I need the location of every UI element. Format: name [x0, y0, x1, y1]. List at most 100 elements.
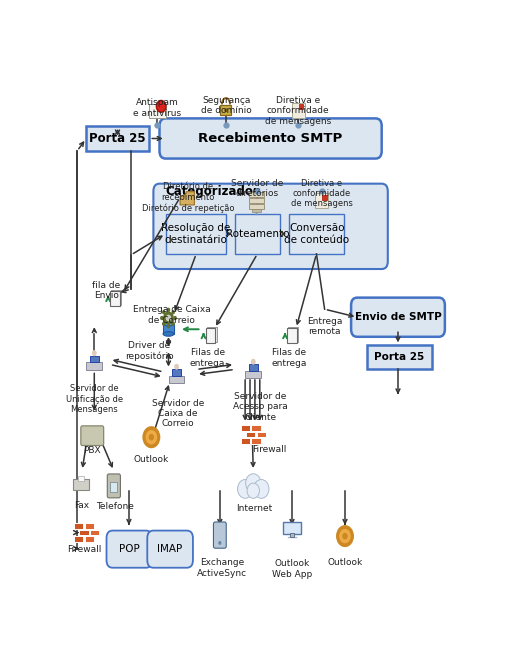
- Circle shape: [156, 100, 166, 112]
- FancyBboxPatch shape: [81, 426, 104, 445]
- FancyBboxPatch shape: [169, 376, 185, 383]
- FancyBboxPatch shape: [154, 184, 388, 269]
- FancyBboxPatch shape: [149, 104, 166, 117]
- FancyBboxPatch shape: [240, 438, 250, 444]
- Text: Outlook: Outlook: [327, 557, 362, 567]
- FancyBboxPatch shape: [172, 369, 181, 376]
- Text: Categorizador: Categorizador: [166, 185, 259, 198]
- FancyBboxPatch shape: [249, 198, 264, 203]
- Circle shape: [238, 479, 253, 498]
- Circle shape: [162, 310, 166, 314]
- FancyBboxPatch shape: [287, 328, 297, 343]
- FancyBboxPatch shape: [251, 438, 260, 444]
- FancyBboxPatch shape: [289, 214, 344, 254]
- Text: Entrega
remota: Entrega remota: [307, 317, 342, 336]
- FancyBboxPatch shape: [235, 214, 280, 254]
- FancyBboxPatch shape: [207, 327, 217, 342]
- Circle shape: [251, 359, 256, 364]
- FancyBboxPatch shape: [110, 482, 117, 492]
- Text: Roteamento: Roteamento: [226, 229, 289, 239]
- Text: Recebimento SMTP: Recebimento SMTP: [198, 132, 343, 145]
- Text: Driver de
repositório: Driver de repositório: [125, 341, 174, 361]
- Text: Antispam
e antivírus: Antispam e antivírus: [134, 98, 181, 118]
- FancyBboxPatch shape: [90, 529, 99, 535]
- Text: Porta 25: Porta 25: [374, 352, 424, 363]
- FancyBboxPatch shape: [220, 105, 231, 115]
- FancyBboxPatch shape: [251, 209, 261, 213]
- FancyBboxPatch shape: [249, 364, 258, 371]
- Text: IMAP: IMAP: [157, 544, 183, 554]
- Text: Diretiva e
conformidade
de mensagens: Diretiva e conformidade de mensagens: [265, 96, 331, 126]
- Text: Outlook
Web App: Outlook Web App: [272, 559, 312, 578]
- Circle shape: [146, 430, 157, 445]
- FancyBboxPatch shape: [163, 323, 174, 334]
- Circle shape: [342, 533, 348, 539]
- Text: Filas de
entrega: Filas de entrega: [271, 348, 307, 368]
- Circle shape: [256, 213, 258, 215]
- Text: Firewall: Firewall: [67, 545, 102, 554]
- Text: fila de
Envio: fila de Envio: [93, 280, 120, 300]
- Ellipse shape: [163, 321, 174, 326]
- Text: Fax: Fax: [74, 501, 89, 510]
- Text: Servidor de
diretórios: Servidor de diretórios: [231, 179, 284, 198]
- Text: PBX: PBX: [84, 446, 101, 454]
- Text: Filas de
entrega: Filas de entrega: [190, 348, 225, 368]
- Text: Telefone: Telefone: [96, 503, 134, 511]
- FancyBboxPatch shape: [166, 214, 226, 254]
- Circle shape: [336, 525, 354, 547]
- FancyBboxPatch shape: [206, 328, 215, 343]
- Circle shape: [246, 474, 261, 492]
- FancyBboxPatch shape: [351, 297, 445, 337]
- Circle shape: [225, 108, 228, 112]
- FancyBboxPatch shape: [251, 425, 260, 431]
- Text: Segurança
de domínio: Segurança de domínio: [201, 96, 252, 115]
- FancyBboxPatch shape: [315, 193, 328, 209]
- FancyBboxPatch shape: [367, 346, 432, 370]
- Circle shape: [149, 434, 154, 441]
- FancyBboxPatch shape: [73, 479, 89, 490]
- FancyBboxPatch shape: [214, 522, 226, 548]
- Circle shape: [167, 308, 170, 312]
- Circle shape: [143, 426, 160, 448]
- Text: Internet: Internet: [236, 504, 272, 513]
- Ellipse shape: [163, 332, 174, 336]
- FancyBboxPatch shape: [78, 476, 84, 481]
- Text: Porta 25: Porta 25: [89, 132, 146, 145]
- FancyBboxPatch shape: [110, 291, 120, 306]
- FancyBboxPatch shape: [74, 536, 83, 542]
- FancyBboxPatch shape: [85, 536, 94, 542]
- FancyBboxPatch shape: [288, 327, 298, 342]
- Text: Entrega de Caixa
de Correio: Entrega de Caixa de Correio: [133, 305, 210, 325]
- Circle shape: [167, 324, 170, 329]
- FancyBboxPatch shape: [322, 195, 327, 200]
- Circle shape: [166, 315, 171, 321]
- FancyBboxPatch shape: [86, 363, 102, 370]
- Text: Envio de SMTP: Envio de SMTP: [355, 312, 441, 322]
- Circle shape: [174, 364, 179, 370]
- FancyBboxPatch shape: [107, 474, 120, 498]
- FancyBboxPatch shape: [249, 192, 264, 197]
- Circle shape: [162, 321, 166, 326]
- Circle shape: [339, 529, 351, 543]
- FancyBboxPatch shape: [283, 522, 301, 534]
- FancyBboxPatch shape: [86, 126, 149, 151]
- FancyBboxPatch shape: [246, 371, 261, 378]
- FancyBboxPatch shape: [257, 432, 266, 437]
- FancyBboxPatch shape: [290, 533, 294, 537]
- FancyBboxPatch shape: [112, 289, 121, 304]
- Text: Diretório de
recebimento
Diretório de repetição: Diretório de recebimento Diretório de re…: [142, 182, 234, 213]
- Circle shape: [254, 479, 269, 498]
- Circle shape: [171, 310, 175, 314]
- Text: Servidor de
Acesso para
Cliente: Servidor de Acesso para Cliente: [233, 392, 288, 422]
- FancyBboxPatch shape: [147, 531, 193, 568]
- FancyBboxPatch shape: [240, 425, 250, 431]
- FancyBboxPatch shape: [159, 119, 382, 158]
- Text: Exchange
ActiveSync: Exchange ActiveSync: [197, 558, 247, 578]
- Polygon shape: [180, 192, 195, 205]
- Text: Diretiva e
conformidade
de mensagens: Diretiva e conformidade de mensagens: [291, 179, 353, 209]
- Text: POP: POP: [119, 544, 140, 554]
- FancyBboxPatch shape: [79, 529, 88, 535]
- FancyBboxPatch shape: [85, 523, 94, 529]
- Text: Servidor de
Caixa de
Correio: Servidor de Caixa de Correio: [151, 398, 204, 428]
- Circle shape: [92, 350, 97, 356]
